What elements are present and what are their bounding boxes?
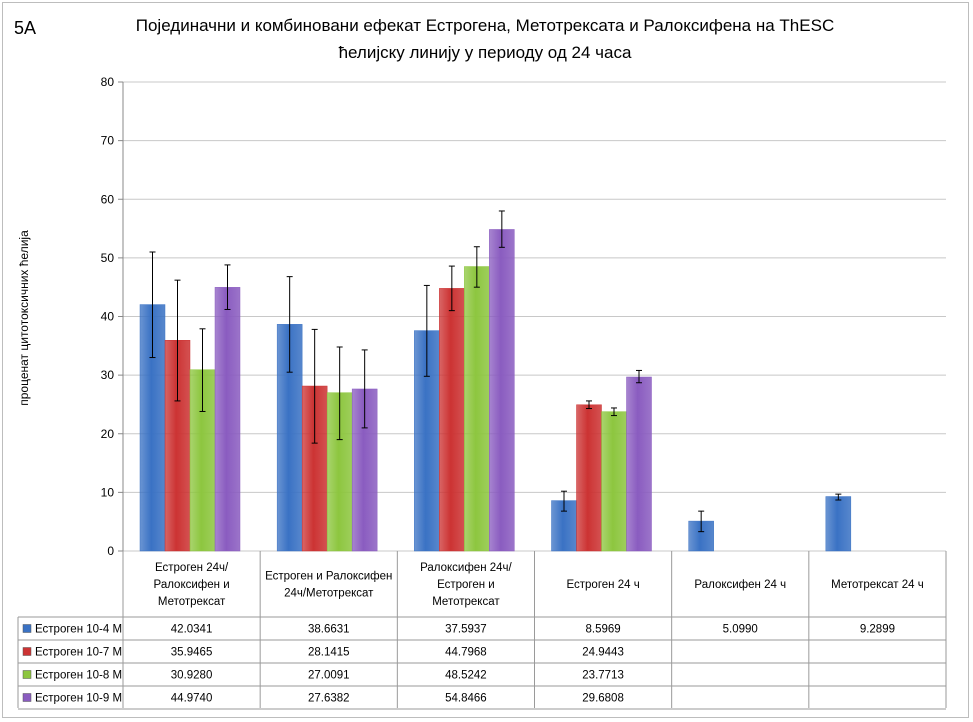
data-label: 24.9443 (582, 647, 624, 659)
data-label: 8.5969 (585, 624, 620, 636)
bars (139, 210, 852, 552)
legend-entry: Естроген 10-7 М (35, 647, 122, 659)
y-tick-label: 10 (101, 485, 115, 499)
legend-swatch (22, 670, 32, 679)
data-label: 38.6631 (308, 624, 350, 636)
category-label: Естроген 24ч/ (155, 562, 229, 574)
y-tick-label: 40 (101, 310, 115, 324)
bar (489, 229, 515, 552)
data-label: 30.9280 (171, 670, 213, 682)
data-label: 27.0091 (308, 670, 350, 682)
data-label: 29.6808 (582, 693, 624, 705)
data-table: Естроген 24ч/Ралоксифен и Метотрексат Естр… (17, 551, 947, 710)
category-label: 24ч/Метотрексат (284, 588, 374, 600)
category-label: Ралоксифен 24 ч (694, 579, 786, 591)
data-label: 44.9740 (171, 693, 213, 705)
y-tick-label: 0 (107, 544, 114, 558)
data-label: 28.1415 (308, 647, 350, 659)
category-label: Метотрексат 24 ч (831, 579, 924, 591)
bar (825, 496, 852, 552)
data-label: 44.7968 (445, 647, 487, 659)
category-label: Ралоксифен и (154, 579, 230, 591)
y-tick-label: 30 (101, 368, 115, 382)
legend-swatch (22, 624, 32, 633)
axis-labels: проценат цитотоксичних ћелија (17, 230, 31, 406)
data-label: 27.6382 (308, 693, 350, 705)
chart-title-line-2: ћелијску линију у периоду од 24 часа (338, 43, 632, 62)
figure-label: 5А (14, 18, 37, 38)
data-label: 37.5937 (445, 624, 487, 636)
chart-title: Појединачни и комбиновани ефекат Естроге… (115, 12, 855, 66)
bar (464, 266, 490, 552)
y-tick-label: 70 (101, 134, 115, 148)
legend-swatch (22, 693, 32, 702)
data-label: 23.7713 (582, 670, 624, 682)
data-label: 54.8466 (445, 693, 487, 705)
category-label: Метотрексат (158, 596, 226, 608)
legend-entry: Естроген 10-9 М (35, 693, 122, 705)
data-label: 48.5242 (445, 670, 487, 682)
bar (601, 411, 627, 552)
data-label: 5.0990 (723, 624, 758, 636)
category-label: Естроген и Ралоксифен (265, 571, 392, 583)
y-axis-label: проценат цитотоксичних ћелија (17, 230, 31, 406)
bar (439, 288, 465, 552)
data-label: 42.0341 (171, 624, 213, 636)
bar (576, 404, 602, 552)
category-label: Естроген и (437, 579, 495, 591)
category-label: Метотрексат (432, 596, 500, 608)
bar (626, 376, 652, 552)
legend-swatch (22, 647, 32, 656)
y-tick-label: 50 (101, 251, 115, 265)
y-axis: 0 10 20 30 40 50 60 70 80 (101, 75, 124, 558)
category-label: Ралоксифен 24ч/ (420, 562, 512, 574)
data-label: 9.2899 (860, 624, 895, 636)
grid-lines (123, 81, 946, 552)
bar (214, 287, 241, 552)
legend-entry: Естроген 10-4 М (35, 624, 122, 636)
data-label: 35.9465 (171, 647, 213, 659)
legend-entry: Естроген 10-8 М (35, 670, 122, 682)
chart-title-line-1: Појединачни и комбиновани ефекат Естроге… (135, 16, 835, 35)
category-label: Естроген 24 ч (566, 579, 639, 591)
y-tick-label: 80 (101, 75, 115, 89)
y-tick-label: 20 (101, 427, 115, 441)
y-tick-label: 60 (101, 192, 115, 206)
